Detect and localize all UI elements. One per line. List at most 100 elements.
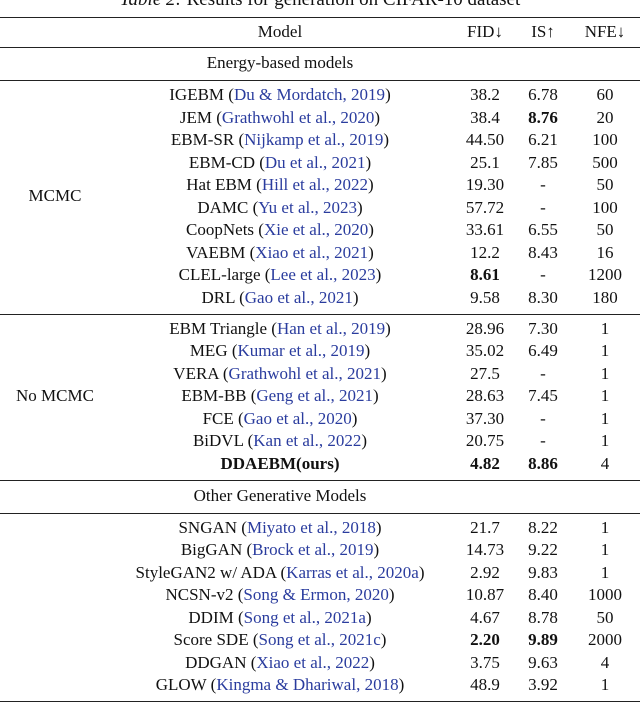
fid-cell: 37.30 bbox=[465, 408, 505, 428]
model-cell: CLEL-large (Lee et al., 2023) bbox=[179, 265, 382, 285]
fid-cell: 10.87 bbox=[465, 585, 505, 604]
citation: Xiao et al., 2022 bbox=[256, 652, 370, 672]
model-name: ) bbox=[356, 197, 363, 217]
model-name: DDAEBM(ours) bbox=[220, 453, 340, 473]
citation: Grathwohl et al., 2021 bbox=[228, 363, 382, 383]
is-cell: 8.40 bbox=[528, 585, 558, 604]
is-cell: 8.43 bbox=[528, 242, 558, 262]
nfe-cell: 1 bbox=[600, 562, 610, 582]
model-name: ) bbox=[364, 341, 371, 360]
nfe-cell: 1000 bbox=[588, 585, 622, 604]
model-name: Hat EBM ( bbox=[186, 175, 262, 194]
model-cell: VERA (Grathwohl et al., 2021) bbox=[173, 364, 386, 384]
is-cell: 8.22 bbox=[528, 517, 558, 537]
model-name: EBM-BB ( bbox=[181, 386, 257, 405]
model-name: BigGAN ( bbox=[180, 540, 253, 559]
rule bbox=[0, 479, 640, 481]
model-cell: BiDVL (Kan et al., 2022) bbox=[193, 431, 367, 451]
fid-cell: 2.92 bbox=[470, 562, 500, 582]
nfe-cell: 1 bbox=[600, 431, 610, 450]
fid-cell: 27.5 bbox=[470, 363, 500, 383]
model-name: ) bbox=[375, 265, 382, 284]
nfe-cell: 1 bbox=[600, 363, 610, 383]
fid-cell: 25.1 bbox=[470, 152, 500, 172]
model-name: DAMC ( bbox=[197, 197, 259, 217]
model-name: ) bbox=[388, 585, 395, 604]
model-name: EBM-CD ( bbox=[188, 152, 265, 172]
is-cell: - bbox=[540, 408, 546, 428]
is-cell: - bbox=[540, 265, 546, 284]
model-name: BiDVL ( bbox=[192, 431, 254, 450]
is-cell: 7.30 bbox=[528, 318, 558, 338]
model-name: CLEL-large ( bbox=[178, 265, 271, 284]
model-name: ) bbox=[418, 562, 425, 582]
fid-cell: 4.82 bbox=[470, 453, 500, 473]
citation: Grathwohl et al., 2020 bbox=[221, 107, 375, 127]
is-cell: 9.63 bbox=[528, 652, 558, 672]
model-name: GLOW ( bbox=[155, 675, 217, 694]
model-name: ) bbox=[365, 152, 372, 172]
fid-cell: 20.75 bbox=[465, 431, 505, 450]
fid-cell: 19.30 bbox=[465, 175, 505, 194]
model-name: ) bbox=[352, 287, 359, 307]
header-nfe: NFE↓ bbox=[584, 22, 626, 41]
is-cell: 8.76 bbox=[528, 107, 558, 127]
header-is: IS↑ bbox=[531, 22, 555, 41]
model-name: ) bbox=[380, 630, 387, 649]
citation: Geng et al., 2021 bbox=[256, 386, 374, 405]
model-name: FCE ( bbox=[202, 408, 244, 428]
model-name: ) bbox=[375, 517, 382, 537]
model-cell: EBM-SR (Nijkamp et al., 2019) bbox=[171, 130, 389, 150]
citation: Gao et al., 2021 bbox=[244, 287, 353, 307]
is-cell: 9.83 bbox=[528, 562, 558, 582]
is-cell: 8.86 bbox=[528, 453, 558, 473]
nfe-cell: 1 bbox=[600, 540, 610, 559]
model-name: ) bbox=[398, 675, 405, 694]
fid-cell: 48.9 bbox=[470, 675, 500, 694]
model-cell: JEM (Grathwohl et al., 2020) bbox=[180, 108, 380, 128]
model-name: ) bbox=[369, 652, 375, 672]
model-cell: DDIM (Song et al., 2021a) bbox=[188, 608, 371, 628]
is-cell: 8.78 bbox=[528, 607, 558, 627]
citation: Karras et al., 2020a bbox=[286, 562, 419, 582]
model-name: ) bbox=[365, 607, 372, 627]
fid-cell: 9.58 bbox=[470, 287, 500, 307]
is-cell: - bbox=[540, 175, 546, 194]
is-cell: 9.22 bbox=[528, 540, 558, 559]
is-cell: 7.45 bbox=[528, 386, 558, 405]
fid-cell: 38.4 bbox=[470, 107, 500, 127]
model-name: ) bbox=[368, 242, 374, 262]
fid-cell: 21.7 bbox=[470, 517, 500, 537]
model-name: EBM-SR ( bbox=[170, 130, 245, 149]
citation: Lee et al., 2023 bbox=[270, 265, 376, 284]
fid-cell: 28.96 bbox=[465, 318, 505, 338]
citation: Han et al., 2019 bbox=[276, 318, 386, 338]
model-name: MEG ( bbox=[189, 341, 238, 360]
nfe-cell: 1200 bbox=[588, 265, 622, 284]
is-cell: 6.55 bbox=[528, 220, 558, 239]
nfe-cell: 1 bbox=[600, 341, 610, 360]
rule bbox=[0, 512, 640, 514]
nfe-cell: 4 bbox=[600, 652, 610, 672]
model-name: NCSN-v2 ( bbox=[165, 585, 244, 604]
citation: Du & Mordatch, 2019 bbox=[233, 85, 386, 104]
model-cell: GLOW (Kingma & Dhariwal, 2018) bbox=[156, 675, 405, 695]
is-cell: 9.89 bbox=[528, 630, 558, 649]
model-name: ) bbox=[373, 540, 380, 559]
model-cell: DDGAN (Xiao et al., 2022) bbox=[185, 653, 375, 673]
model-name: VAEBM ( bbox=[186, 242, 256, 262]
model-cell: MEG (Kumar et al., 2019) bbox=[190, 341, 370, 361]
citation: Song & Ermon, 2020 bbox=[243, 585, 389, 604]
nfe-cell: 100 bbox=[592, 130, 618, 149]
fid-cell: 35.02 bbox=[465, 341, 505, 360]
model-cell: Hat EBM (Hill et al., 2022) bbox=[186, 175, 373, 195]
fid-cell: 28.63 bbox=[465, 386, 505, 405]
nfe-cell: 50 bbox=[596, 175, 614, 194]
fid-cell: 33.61 bbox=[465, 220, 505, 239]
nfe-cell: 20 bbox=[596, 107, 614, 127]
section-title: Other Generative Models bbox=[193, 485, 367, 505]
model-cell: IGEBM (Du & Mordatch, 2019) bbox=[169, 85, 390, 105]
model-name: EBM Triangle ( bbox=[169, 318, 277, 338]
model-name: ) bbox=[381, 363, 387, 383]
